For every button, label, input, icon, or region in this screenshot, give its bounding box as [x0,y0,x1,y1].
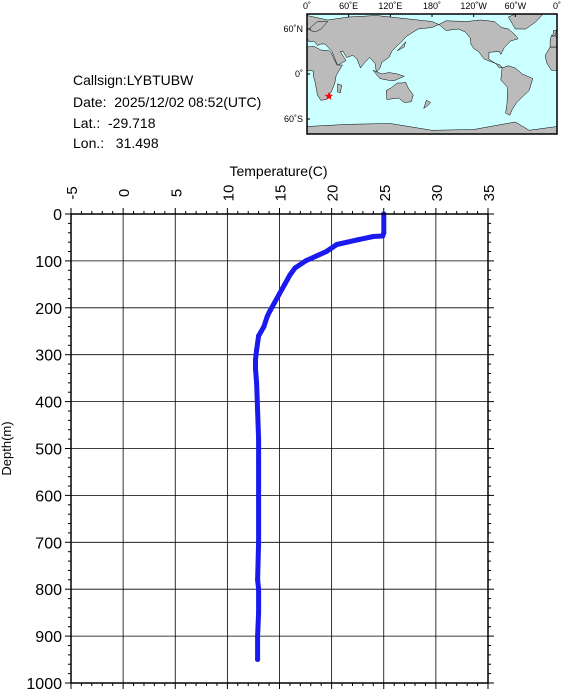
map-land-australia [385,82,414,103]
data-point [277,291,282,297]
map-lon-tick-label: 0˚ [553,1,561,11]
data-point [287,272,293,278]
y-tick-label: 100 [35,254,62,271]
map-land-madagascar [337,83,342,94]
y-tick-label: 400 [35,395,62,412]
x-axis-label: Temperature(C) [229,163,327,179]
map-lat-tick-label: 60˚S [284,114,303,124]
data-point [370,234,376,239]
temperature-depth-chart: -5 0 5 10 15 20 25 30 35010020030040050060070080… [0,163,498,690]
map-land-eurasia [306,15,440,74]
map-land-africa [306,46,343,101]
data-point [256,539,262,545]
x-tick-label: 25 [377,185,394,202]
data-point [264,314,270,320]
data-point [256,586,262,592]
data-point [256,492,262,498]
x-tick-label: 10 [220,185,237,202]
data-point [256,436,262,442]
data-point [380,233,386,239]
map-lon-tick-label: 60˚E [339,1,358,11]
data-point [261,324,267,330]
data-point [355,237,361,243]
date-label: Date: 2025/12/02 08:52(UTC) [73,94,262,110]
data-point [292,265,298,271]
map-lon-tick-label: 120˚W [460,1,487,11]
y-tick-label: 800 [35,582,62,599]
y-tick-label: 500 [35,442,62,459]
map-lon-tick-label: 0˚ [303,1,311,11]
location-map: 0˚ 60˚E 120˚E 180˚ 120˚W 60˚W 0˚ 60˚N 0˚ 60˚S [283,1,561,135]
data-point [253,356,258,362]
map-lat-tick-label: 60˚N [283,24,303,34]
x-tick-label: 35 [481,185,498,202]
map-land-north-america [438,19,519,69]
map-lon-tick-label: 60˚W [505,1,527,11]
y-tick-label: 900 [35,629,62,646]
data-point [255,657,261,662]
map-lon-tick-label: 180˚ [423,1,441,11]
data-point [256,460,262,466]
data-point [271,300,277,306]
data-point [256,333,262,339]
location-marker [324,91,334,100]
data-point [266,310,272,315]
y-axis-label: Depth(m) [0,421,14,475]
data-point [334,242,340,247]
y-tick-label: 0 [53,207,62,224]
x-tick-label: 15 [273,185,290,202]
map-land-south-america [500,65,534,116]
map-land-europe-west [549,34,558,48]
longitude-label: Lon.: 31.498 [73,135,159,151]
data-point [323,249,329,254]
latitude-label: Lat.: -29.718 [73,115,156,131]
data-point [254,347,260,353]
x-tick-label: 0 [116,189,133,197]
map-lon-tick-label: 120˚E [378,1,402,11]
callsign-label: Callsign:LYBTUBW [73,72,194,88]
y-tick-label: 700 [35,535,62,552]
y-tick-label: 1000 [26,676,62,690]
map-land-indonesia [372,70,405,82]
y-tick-label: 300 [35,348,62,365]
plot-frame [70,213,489,684]
map-land-scandinavia [310,21,329,33]
y-tick-label: 200 [35,301,62,318]
data-point [313,253,319,259]
data-point [256,610,262,616]
data-point [282,281,288,287]
map-land-japan [397,41,406,52]
data-point [303,258,309,264]
data-point [254,380,260,386]
x-tick-label: -5 [64,186,81,199]
data-point [255,577,261,583]
data-point [255,408,261,414]
x-tick-label: 20 [325,185,342,202]
data-point [255,633,261,639]
map-lat-tick-label: 0˚ [295,69,303,79]
data-point [253,366,258,372]
map-land-new-zealand [423,99,432,110]
x-tick-label: 30 [429,185,446,202]
y-tick-label: 600 [35,488,62,505]
x-tick-label: 5 [168,189,185,197]
